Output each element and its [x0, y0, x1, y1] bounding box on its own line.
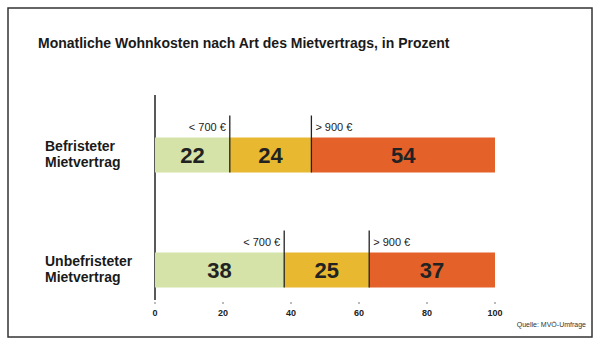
bar-segment	[155, 253, 284, 288]
x-tick	[495, 302, 496, 304]
data-label: 22	[180, 143, 204, 168]
source: Quelle: MVÖ-Umfrage	[517, 321, 586, 329]
x-tick	[291, 302, 292, 304]
boundary-line	[284, 231, 285, 288]
boundary-label: > 900 €	[315, 121, 352, 133]
boundary-line	[311, 116, 312, 173]
x-tick-label: 60	[354, 308, 364, 318]
x-tick	[427, 302, 428, 304]
data-label: 54	[391, 143, 416, 168]
boundary-label: < 700 €	[243, 236, 280, 248]
x-tick-label: 40	[286, 308, 296, 318]
labels: BefristeterMietvertrag 22 < 700 € 24 54 > 900…	[45, 116, 444, 288]
data-label: 24	[258, 143, 283, 168]
data-label: 38	[207, 258, 231, 283]
x-tick-label: 20	[218, 308, 228, 318]
bar-segment	[230, 138, 312, 173]
bar-segment	[155, 138, 230, 173]
data-label: 37	[420, 258, 444, 283]
category-label: BefristeterMietvertrag	[45, 138, 120, 170]
x-tick-label: 100	[487, 308, 502, 318]
frame	[8, 8, 592, 337]
boundary-label: > 900 €	[373, 236, 410, 248]
data-label: 25	[314, 258, 338, 283]
boundary-line	[229, 116, 230, 173]
chart-container: Monatliche Wohnkosten nach Art des Mietv…	[0, 0, 600, 345]
x-tick-label: 80	[422, 308, 432, 318]
bar-segment	[369, 253, 495, 288]
category-label: UnbefristeterMietvertrag	[45, 253, 133, 285]
x-tick-label: 0	[152, 308, 157, 318]
boundary-line	[369, 231, 370, 288]
boundary-label: < 700 €	[189, 121, 226, 133]
x-tick	[223, 302, 224, 304]
bar-segment	[284, 253, 369, 288]
x-tick	[155, 302, 156, 304]
chart-svg: Monatliche Wohnkosten nach Art des Mietv…	[0, 0, 600, 345]
bars	[155, 138, 495, 288]
bar-segment	[311, 138, 495, 173]
title: Monatliche Wohnkosten nach Art des Mietv…	[38, 35, 450, 51]
x-tick	[359, 302, 360, 304]
